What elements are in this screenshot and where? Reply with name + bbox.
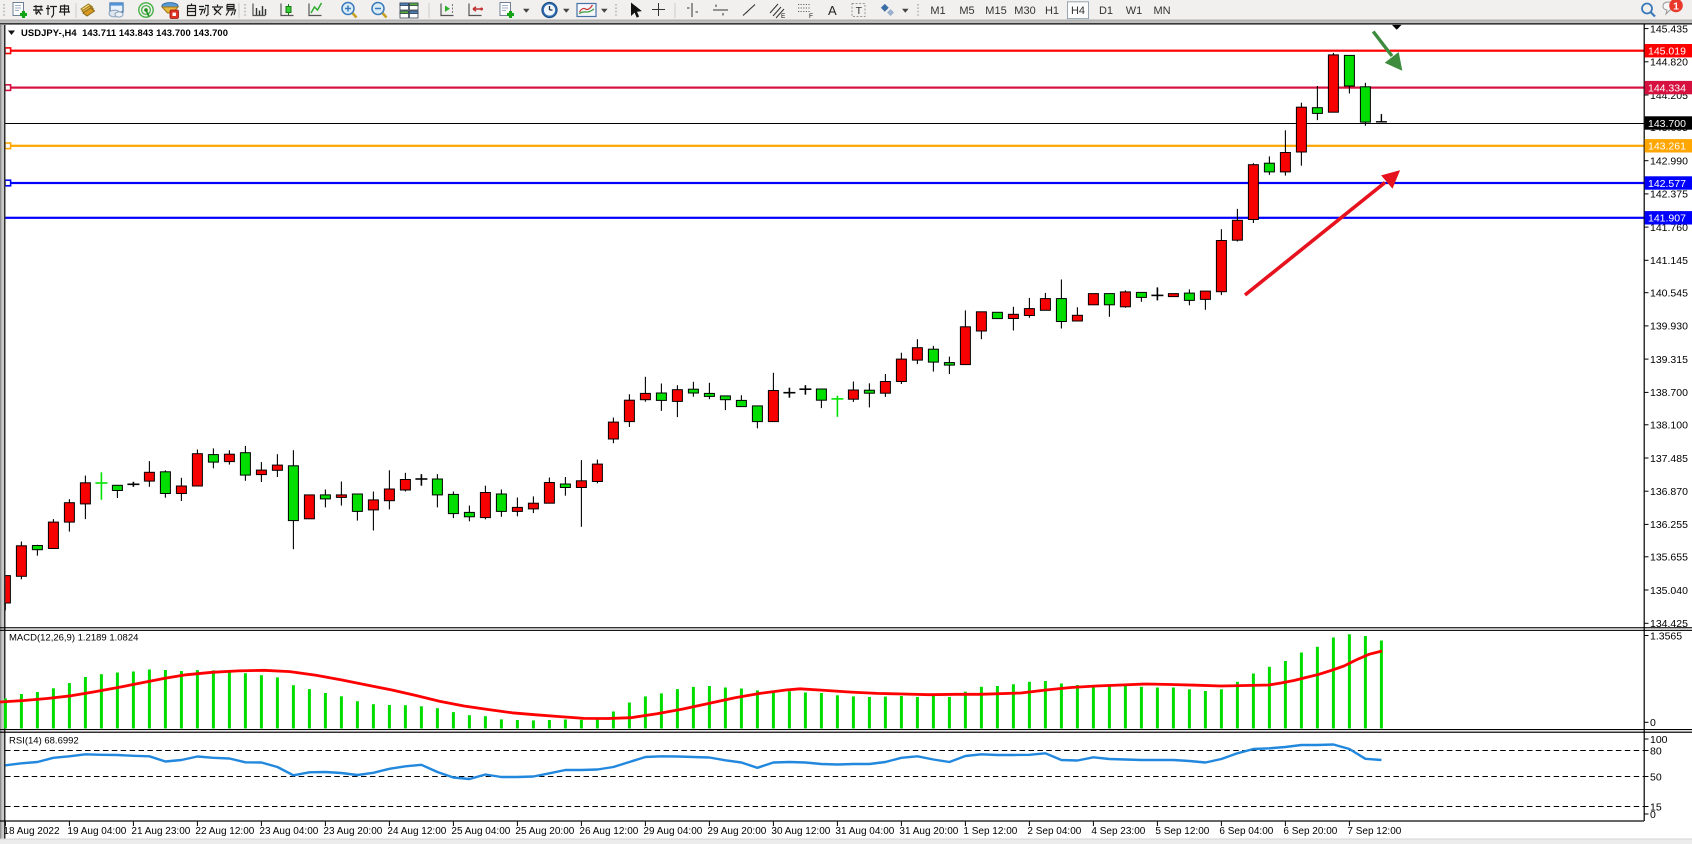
svg-text:141.760: 141.760: [1650, 222, 1688, 234]
svg-text:142.990: 142.990: [1650, 156, 1688, 168]
svg-text:29 Aug 04:00: 29 Aug 04:00: [643, 826, 702, 837]
svg-text:0: 0: [1650, 809, 1656, 821]
svg-text:MN: MN: [1153, 5, 1170, 17]
svg-text:143.261: 143.261: [1648, 141, 1686, 153]
svg-text:142.375: 142.375: [1650, 189, 1688, 201]
svg-text:143.700: 143.700: [1648, 118, 1686, 130]
svg-text:141.145: 141.145: [1650, 255, 1688, 267]
svg-text:18 Aug 2022: 18 Aug 2022: [3, 826, 60, 837]
svg-text:31 Aug 20:00: 31 Aug 20:00: [899, 826, 958, 837]
svg-text:1: 1: [1673, 1, 1679, 13]
svg-text:2 Sep 04:00: 2 Sep 04:00: [1027, 826, 1081, 837]
svg-text:USDJPY-,H4 143.711 143.843 14: USDJPY-,H4 143.711 143.843 143.700 143.7…: [21, 27, 228, 38]
svg-text:25 Aug 04:00: 25 Aug 04:00: [451, 826, 510, 837]
svg-text:100: 100: [1650, 734, 1668, 746]
svg-text:H1: H1: [1045, 5, 1059, 17]
svg-text:6 Sep 04:00: 6 Sep 04:00: [1219, 826, 1273, 837]
svg-text:26 Aug 12:00: 26 Aug 12:00: [579, 826, 638, 837]
svg-text:RSI(14) 68.6992: RSI(14) 68.6992: [9, 736, 79, 747]
svg-text:135.655: 135.655: [1650, 552, 1688, 564]
svg-text:H4: H4: [1071, 5, 1085, 17]
svg-text:M5: M5: [959, 5, 974, 17]
svg-text:136.255: 136.255: [1650, 519, 1688, 531]
svg-text:145.435: 145.435: [1650, 23, 1688, 35]
svg-text:A: A: [828, 3, 837, 18]
svg-text:15: 15: [1650, 801, 1662, 813]
svg-text:4 Sep 23:00: 4 Sep 23:00: [1091, 826, 1145, 837]
svg-text:80: 80: [1650, 745, 1662, 757]
svg-text:139.315: 139.315: [1650, 354, 1688, 366]
svg-text:145.019: 145.019: [1648, 46, 1686, 58]
svg-text:M15: M15: [985, 5, 1006, 17]
svg-text:23 Aug 20:00: 23 Aug 20:00: [323, 826, 382, 837]
svg-text:138.100: 138.100: [1650, 420, 1688, 432]
svg-text:31 Aug 04:00: 31 Aug 04:00: [835, 826, 894, 837]
svg-text:25 Aug 20:00: 25 Aug 20:00: [515, 826, 574, 837]
svg-text:19 Aug 04:00: 19 Aug 04:00: [67, 826, 126, 837]
svg-text:W1: W1: [1126, 5, 1143, 17]
svg-text:24 Aug 12:00: 24 Aug 12:00: [387, 826, 446, 837]
svg-text:138.700: 138.700: [1650, 387, 1688, 399]
svg-text:140.545: 140.545: [1650, 288, 1688, 300]
svg-text:7 Sep 12:00: 7 Sep 12:00: [1347, 826, 1401, 837]
svg-text:23 Aug 04:00: 23 Aug 04:00: [259, 826, 318, 837]
svg-text:1 Sep 12:00: 1 Sep 12:00: [963, 826, 1017, 837]
svg-text:MACD(12,26,9) 1.2189 1.0824: MACD(12,26,9) 1.2189 1.0824: [9, 632, 138, 643]
svg-text:F: F: [809, 13, 813, 20]
svg-text:6 Sep 20:00: 6 Sep 20:00: [1283, 826, 1337, 837]
svg-text:139.930: 139.930: [1650, 321, 1688, 333]
svg-text:0: 0: [1650, 717, 1656, 729]
svg-text:D1: D1: [1099, 5, 1113, 17]
svg-text:30 Aug 12:00: 30 Aug 12:00: [771, 826, 830, 837]
svg-text:135.040: 135.040: [1650, 585, 1688, 597]
svg-text:137.485: 137.485: [1650, 453, 1688, 465]
svg-text:T: T: [856, 5, 863, 17]
svg-text:22 Aug 12:00: 22 Aug 12:00: [195, 826, 254, 837]
svg-text:142.577: 142.577: [1648, 178, 1686, 190]
svg-text:134.425: 134.425: [1650, 618, 1688, 630]
svg-text:50: 50: [1650, 771, 1662, 783]
svg-text:29 Aug 20:00: 29 Aug 20:00: [707, 826, 766, 837]
svg-text:1.3565: 1.3565: [1650, 630, 1682, 642]
svg-text:5 Sep 12:00: 5 Sep 12:00: [1155, 826, 1209, 837]
svg-text:141.907: 141.907: [1648, 213, 1686, 225]
svg-text:144.334: 144.334: [1648, 82, 1686, 94]
svg-text:144.820: 144.820: [1650, 57, 1688, 69]
svg-text:136.870: 136.870: [1650, 486, 1688, 498]
svg-text:M30: M30: [1014, 5, 1035, 17]
svg-text:21 Aug 23:00: 21 Aug 23:00: [131, 826, 190, 837]
svg-text:E: E: [781, 13, 786, 20]
svg-text:M1: M1: [930, 5, 945, 17]
